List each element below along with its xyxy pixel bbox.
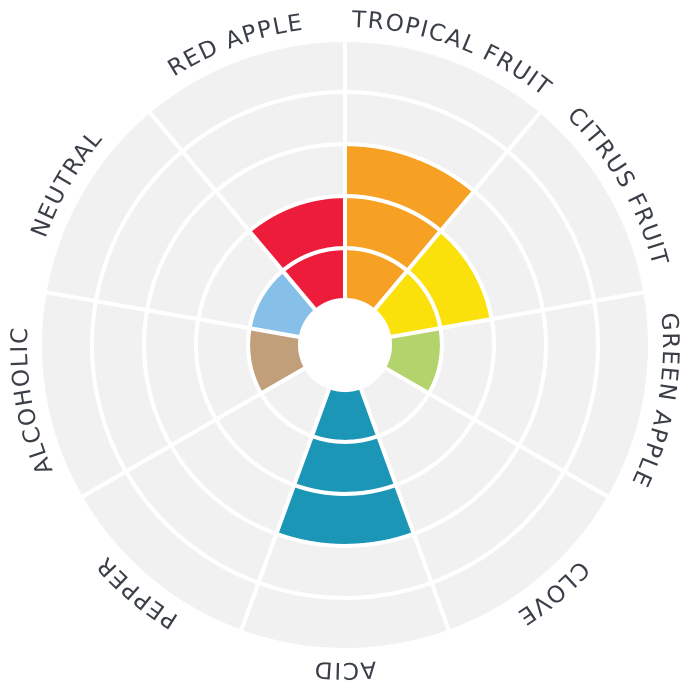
category-label-acid: ACID xyxy=(313,656,378,683)
bar-segment-acid xyxy=(273,482,417,548)
grid-cell-red-apple xyxy=(146,37,347,155)
